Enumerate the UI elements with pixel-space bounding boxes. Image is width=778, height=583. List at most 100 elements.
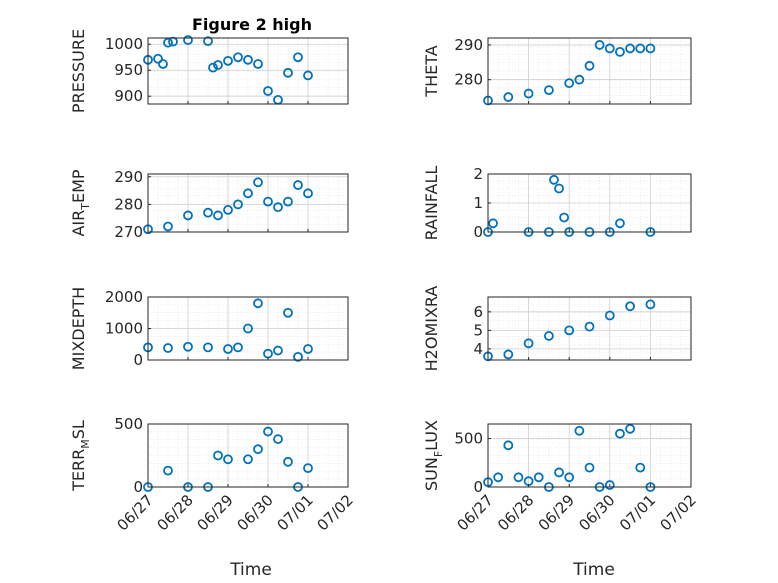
data-point — [523, 88, 534, 99]
y-tick-label: 270 — [114, 223, 143, 241]
data-point — [158, 59, 168, 69]
y-axis-label: RAINFALL — [422, 166, 441, 241]
y-tick-label: 1000 — [105, 35, 143, 53]
axes-frame — [147, 423, 349, 488]
data-point — [213, 210, 223, 221]
data-point — [503, 349, 514, 360]
x-tick-label: 06/29 — [535, 491, 578, 534]
data-point — [625, 301, 635, 312]
data-point — [554, 183, 564, 194]
y-axis-label: SUNFLUX — [422, 420, 445, 491]
data-point — [303, 463, 313, 474]
y-tick-label: 2000 — [105, 288, 143, 306]
y-tick-label: 900 — [114, 87, 143, 105]
data-point — [584, 321, 595, 332]
data-point — [253, 177, 263, 188]
data-point — [493, 472, 504, 483]
data-point — [584, 60, 595, 71]
y-tick-label: 2 — [473, 165, 483, 183]
y-tick-label: 500 — [454, 430, 483, 448]
data-point — [594, 40, 605, 50]
data-point — [604, 43, 615, 54]
data-point — [203, 342, 213, 353]
x-tick-label: 06/29 — [194, 491, 237, 534]
data-point — [223, 344, 233, 354]
data-point — [163, 343, 173, 353]
data-point — [253, 59, 263, 69]
subplot-rainfall: 0 1 2 RAINFALL — [422, 165, 692, 241]
y-tick-label: 0 — [133, 351, 143, 369]
axes-frame — [147, 37, 349, 105]
data-point — [223, 55, 233, 66]
subplot-h2omixra: 456 H2OMIXRA — [422, 286, 692, 372]
data-point — [513, 472, 524, 483]
figure-title: Figure 2 high — [192, 15, 312, 34]
y-tick-label: 0 — [133, 478, 143, 496]
y-axis-label: H2OMIXRA — [422, 286, 441, 372]
data-point — [625, 423, 635, 434]
x-tick-label: 06/30 — [575, 491, 618, 534]
data-point — [163, 37, 173, 48]
axes-frame — [487, 37, 692, 105]
subplot-air-temp: 270 280 290 AIRTEMP — [69, 168, 349, 241]
data-point — [263, 196, 273, 207]
x-axis-label-left: Time — [229, 560, 272, 580]
data-point — [253, 444, 263, 455]
y-axis-label: PRESSURE — [69, 29, 88, 113]
data-point — [564, 325, 575, 336]
y-tick-label: 0 — [473, 223, 483, 241]
data-point — [488, 218, 498, 229]
data-point — [233, 52, 243, 63]
y-tick-label: 950 — [114, 61, 143, 79]
x-tick-label: 07/01 — [274, 491, 317, 534]
subplot-mixdepth: 0 1000 2000 MIXDEPTH — [69, 287, 349, 370]
y-tick-label: 4 — [473, 340, 483, 358]
data-point — [153, 53, 163, 64]
data-point — [183, 341, 193, 352]
x-tick-label: 07/01 — [616, 491, 659, 534]
data-point — [213, 450, 223, 461]
subplot-pressure: 900 950 1000 PRESSURE — [69, 29, 349, 113]
data-point — [645, 43, 656, 54]
axes-frame — [147, 173, 349, 233]
y-tick-label: 280 — [114, 195, 143, 213]
data-point — [283, 456, 293, 467]
data-point — [615, 218, 625, 229]
x-axis-label-right: Time — [572, 560, 615, 580]
y-tick-label: 280 — [454, 71, 483, 89]
data-point — [303, 344, 313, 354]
data-point — [273, 202, 283, 213]
data-point — [183, 35, 193, 45]
data-point — [223, 454, 233, 465]
data-point — [635, 462, 646, 473]
data-point — [523, 338, 534, 349]
data-point — [223, 205, 233, 215]
data-point — [615, 428, 625, 439]
data-point — [533, 472, 544, 483]
data-point — [253, 298, 263, 309]
data-point — [584, 462, 595, 473]
data-point — [625, 43, 635, 54]
y-axis-label: MIXDEPTH — [69, 287, 88, 370]
data-point — [503, 440, 514, 451]
data-point — [544, 85, 554, 96]
data-point — [283, 196, 293, 207]
x-tick-label: 06/28 — [494, 491, 537, 534]
y-tick-label: 5 — [473, 321, 483, 339]
y-tick-label: 1 — [473, 194, 483, 212]
y-tick-label: 500 — [114, 415, 143, 433]
data-point — [203, 36, 213, 47]
y-axis-label: THETA — [422, 45, 441, 97]
data-point — [615, 46, 625, 57]
y-tick-label: 290 — [454, 36, 483, 54]
x-tick-label: 07/02 — [657, 491, 700, 534]
data-point — [549, 174, 559, 185]
data-point — [564, 472, 575, 483]
x-tick-label: 06/28 — [154, 491, 197, 534]
data-point — [574, 425, 585, 436]
data-point — [243, 323, 253, 334]
axes-frame — [487, 423, 692, 488]
data-point — [263, 86, 273, 96]
